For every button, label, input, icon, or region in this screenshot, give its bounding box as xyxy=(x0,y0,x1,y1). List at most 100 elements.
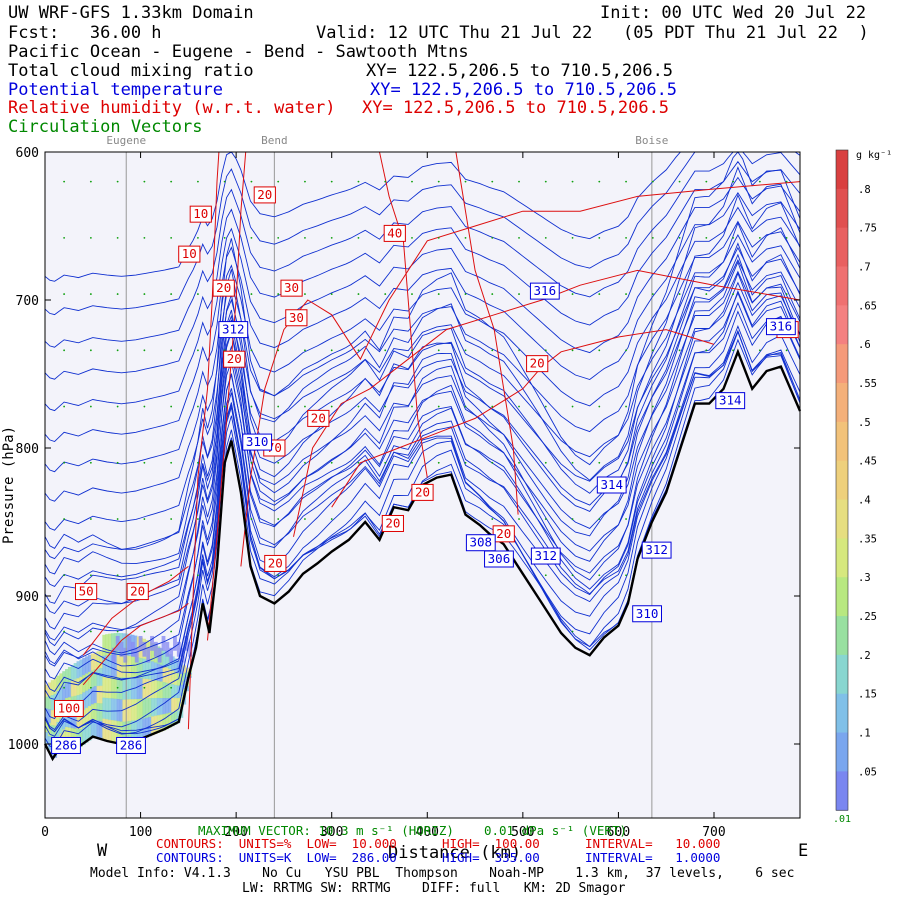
theta-label-box xyxy=(484,550,514,568)
vector-mark xyxy=(625,236,627,239)
theta-label: 312 xyxy=(530,547,561,565)
cloud-cell xyxy=(90,687,95,705)
vector-mark xyxy=(170,518,173,520)
theta-label-text: 312 xyxy=(645,542,668,557)
cloud-cell xyxy=(105,697,109,720)
cloud-cell xyxy=(96,668,101,687)
vector-mark xyxy=(357,405,360,408)
vector-mark xyxy=(491,180,494,183)
vector-mark xyxy=(705,293,708,295)
cloud-cell xyxy=(99,721,103,740)
cloud-cell xyxy=(67,682,72,698)
vector-mark xyxy=(116,518,119,520)
field-label-vectors: Circulation Vectors xyxy=(8,117,203,137)
theta-label: 310 xyxy=(632,605,662,623)
cloud-cell xyxy=(125,633,129,657)
theta-label-text: 308 xyxy=(470,535,493,550)
colorbar-swatch xyxy=(836,227,848,268)
cloud-cell xyxy=(128,677,132,700)
vector-mark xyxy=(63,293,66,295)
vector-mark xyxy=(250,405,253,408)
vector-mark xyxy=(571,630,574,633)
cloud-cell xyxy=(133,699,138,721)
vector-mark xyxy=(89,293,92,295)
y-tick-label: 1000 xyxy=(8,738,39,753)
vector-mark xyxy=(277,518,280,520)
vector-mark xyxy=(223,236,226,239)
cloud-cell xyxy=(47,722,52,737)
theta-label-text: 310 xyxy=(636,606,659,621)
theta-contour-line xyxy=(44,291,801,667)
x-tick-label: 600 xyxy=(607,825,630,840)
theta-contour-line xyxy=(44,206,801,473)
vector-mark xyxy=(277,461,280,464)
cloud-cell xyxy=(76,661,81,679)
cloud-cell xyxy=(122,699,126,723)
cloud-cell xyxy=(171,697,175,713)
vector-mark xyxy=(223,405,226,408)
field-label-cloud: Total cloud mixing ratio xyxy=(8,61,254,81)
x-tick-label: 200 xyxy=(224,825,247,840)
cloud-cell xyxy=(110,633,115,656)
theta-label-box xyxy=(715,392,746,410)
vector-mark xyxy=(116,236,119,239)
cloud-cell xyxy=(67,727,72,744)
vector-mark xyxy=(625,574,627,577)
cloud-cell xyxy=(119,641,124,657)
rh-contour-line xyxy=(293,269,801,537)
cloud-cell xyxy=(128,720,132,744)
init-time: Init: 00 UTC Wed 20 Jul 22 xyxy=(600,3,867,23)
rh-label-text: 20 xyxy=(530,356,545,371)
colorbar-tick-label: .1 xyxy=(858,728,871,740)
vector-mark xyxy=(304,405,306,408)
colorbar-swatch xyxy=(836,771,848,811)
vector-mark xyxy=(250,518,253,520)
vector-mark xyxy=(197,461,199,464)
rh-label: 30 xyxy=(285,309,308,327)
cloud-cell xyxy=(70,664,75,682)
rh-label-text: 20 xyxy=(257,187,272,202)
vector-mark xyxy=(437,236,440,239)
cloud-cell xyxy=(70,728,75,745)
rh-label-text: 100 xyxy=(58,700,81,715)
vector-mark xyxy=(411,293,413,295)
vector-mark xyxy=(277,405,280,408)
vector-mark xyxy=(411,405,413,408)
vector-mark xyxy=(598,349,601,352)
cloud-cell xyxy=(122,655,126,678)
region-label: Pacific Ocean - Eugene - Bend - Sawtooth… xyxy=(8,42,469,62)
cloud-cell xyxy=(176,641,181,657)
cloud-cell xyxy=(50,695,55,711)
theta-contour-info: CONTOURS: UNITS=K LOW= 286.00 HIGH= 335.… xyxy=(156,850,721,865)
colorbar-swatch xyxy=(836,654,848,695)
vector-mark xyxy=(116,405,119,408)
vector-mark xyxy=(330,518,333,520)
vector-mark xyxy=(518,461,520,464)
cloud-cell xyxy=(133,635,138,658)
vector-mark xyxy=(571,405,574,408)
vector-mark xyxy=(571,349,574,352)
cloud-cell xyxy=(53,725,58,742)
cloud-cell xyxy=(105,676,109,699)
cloud-cell xyxy=(90,670,95,688)
cloud-cell xyxy=(168,712,172,728)
cloud-cell xyxy=(174,671,178,686)
vector-mark xyxy=(116,630,119,633)
vector-mark xyxy=(116,574,119,577)
cloud-cell xyxy=(176,710,181,724)
east-label: E xyxy=(798,841,809,861)
theta-label-text: 286 xyxy=(55,737,78,752)
rh-label-text: 30 xyxy=(289,310,304,325)
rh-label-box xyxy=(126,583,149,601)
rh-label-text: 30 xyxy=(284,280,299,295)
vector-mark xyxy=(785,180,788,183)
west-label: W xyxy=(97,841,108,861)
x-tick-label: 700 xyxy=(702,825,725,840)
theta-contour-line xyxy=(44,290,801,700)
theta-contour-line xyxy=(44,160,801,380)
vector-mark xyxy=(250,180,253,183)
cloud-cell xyxy=(108,633,112,656)
vector-mark xyxy=(170,293,173,295)
theta-label-box xyxy=(116,736,146,754)
cloud-cell xyxy=(45,720,49,733)
